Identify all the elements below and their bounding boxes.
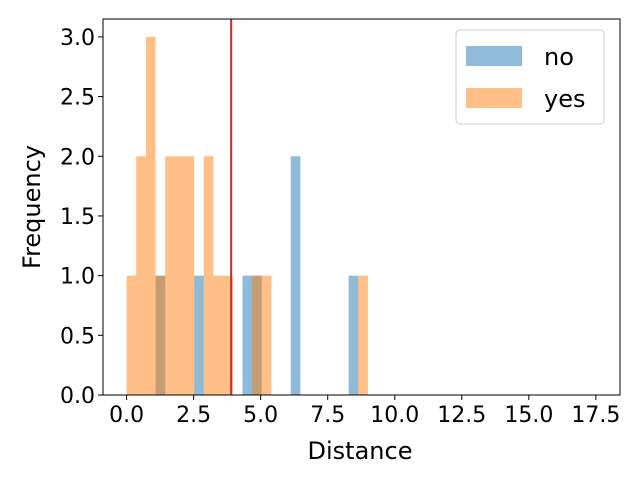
y-tick-label: 3.0 xyxy=(60,26,95,51)
y-tick-label: 0.0 xyxy=(60,384,95,409)
bar-no-4 xyxy=(290,156,301,395)
bar-yes-11 xyxy=(261,275,272,395)
bar-no-2 xyxy=(242,275,253,395)
bar-yes-4 xyxy=(165,156,175,395)
y-tick-label: 1.5 xyxy=(60,205,95,230)
y-axis-title: Frequency xyxy=(18,145,46,269)
bar-yes-1 xyxy=(136,156,146,395)
x-axis-ticks: 0.0 2.5 5.0 7.5 10.0 12.5 15.0 17.5 xyxy=(109,395,620,428)
y-tick-label: 1.0 xyxy=(60,265,95,290)
bar-yes-12 xyxy=(358,275,368,395)
bar-yes-8 xyxy=(213,275,224,395)
y-tick-label: 2.0 xyxy=(60,145,95,170)
bar-yes-7 xyxy=(203,156,214,395)
legend: no yes xyxy=(455,29,605,125)
x-axis-title: Distance xyxy=(308,437,413,465)
plot-frame xyxy=(102,18,621,396)
x-tick-label: 10.0 xyxy=(370,403,419,428)
series-yes-bars xyxy=(126,36,368,396)
bar-yes-0 xyxy=(126,275,137,395)
x-tick-label: 15.0 xyxy=(504,403,553,428)
bar-yes-3 xyxy=(155,275,166,395)
bar-no-5 xyxy=(348,275,359,395)
x-tick-label: 0.0 xyxy=(109,403,144,428)
bar-yes-2 xyxy=(145,36,156,396)
legend-swatch-yes xyxy=(466,88,522,108)
x-tick-label: 17.5 xyxy=(571,403,620,428)
bar-yes-10 xyxy=(252,275,262,395)
x-tick-label: 7.5 xyxy=(310,403,345,428)
bar-yes-9 xyxy=(223,275,233,395)
x-tick-label: 2.5 xyxy=(176,403,211,428)
y-tick-label: 0.5 xyxy=(60,324,95,349)
legend-label-yes: yes xyxy=(544,85,585,113)
bar-yes-6 xyxy=(184,156,195,395)
y-axis-ticks: 0.0 0.5 1.0 1.5 2.0 2.5 3.0 xyxy=(60,26,103,409)
legend-label-no: no xyxy=(544,43,574,71)
bar-yes-5 xyxy=(174,156,185,395)
legend-swatch-no xyxy=(466,46,522,66)
x-tick-label: 5.0 xyxy=(243,403,278,428)
x-tick-label: 12.5 xyxy=(437,403,486,428)
y-tick-label: 2.5 xyxy=(60,86,95,111)
bar-no-1 xyxy=(194,275,204,395)
